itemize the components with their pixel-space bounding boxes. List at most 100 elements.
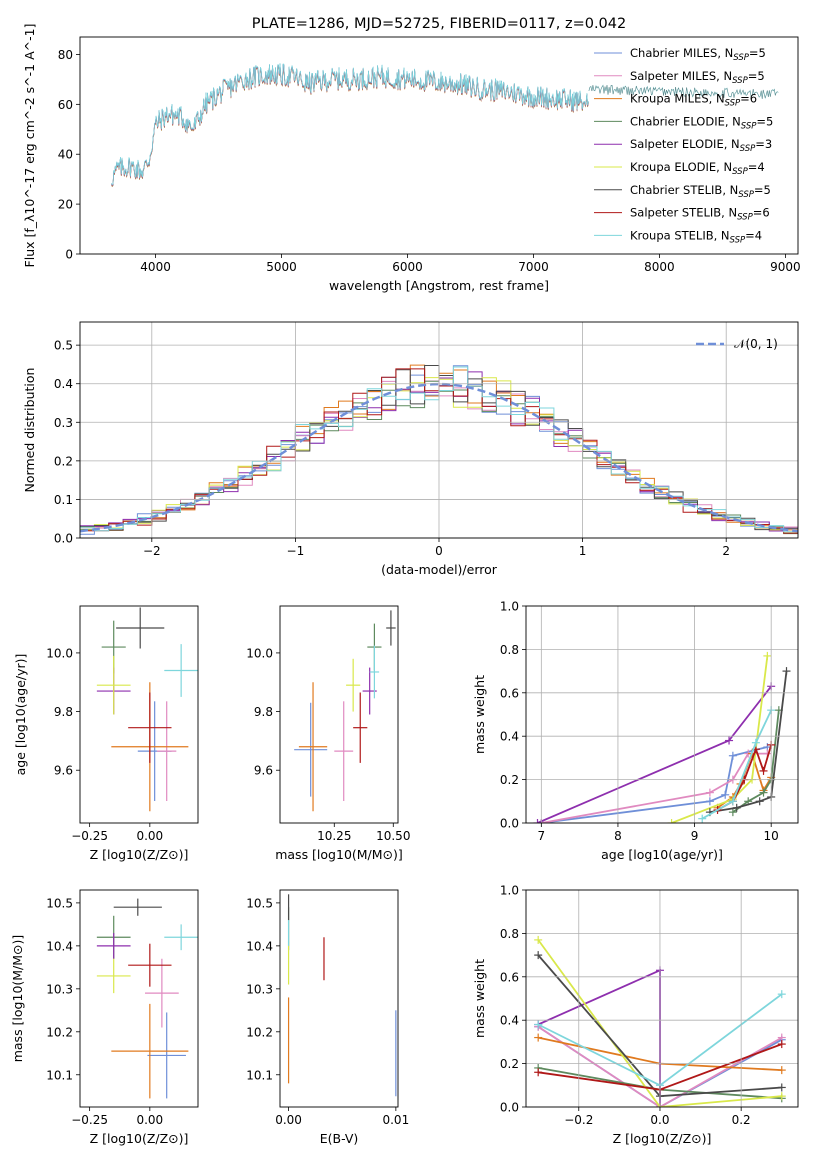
- legend-text-end: =6: [753, 206, 770, 220]
- y-tick-label: 10.3: [46, 982, 73, 996]
- legend-subscript: SSP: [738, 190, 754, 200]
- x-tick-label: 0.2: [732, 1113, 751, 1127]
- x-tick-label: 10: [764, 829, 779, 843]
- panel-weight_vs_age: 7 8 9 10 0.0 0.2 0.4 0.6 0.8 1.0 age [log10(age/yr…: [472, 600, 799, 862]
- legend-text: Salpeter STELIB, N: [630, 206, 737, 220]
- panel-weight_vs_Z: −0.2 0.0 0.2 0.0 0.2 0.4 0.6 0.8 1.0 Z [log10(Z/Z…: [472, 884, 799, 1146]
- x-axis-label: Z [log10(Z/Z⊙)]: [90, 847, 189, 862]
- x-tick-label: 4000: [140, 260, 171, 274]
- legend-text: Salpeter ELODIE, N: [630, 137, 740, 151]
- y-tick-label: 0.6: [500, 686, 519, 700]
- y-tick-label: 0.8: [500, 927, 519, 941]
- legend-label-salpeter_stelib: Salpeter STELIB, NSSP=6: [630, 206, 770, 223]
- y-tick-label: 1.0: [500, 600, 519, 614]
- legend-label-kroupa_elodie: Kroupa ELODIE, NSSP=4: [630, 160, 765, 177]
- y-tick-label: 0.3: [54, 416, 73, 430]
- legend-text-end: =5: [748, 69, 765, 83]
- x-tick-label: 0.00: [136, 1113, 163, 1127]
- plot-area: [533, 651, 791, 823]
- axes-frame: [79, 321, 799, 539]
- x-tick-label: 5000: [266, 260, 297, 274]
- x-tick-label: 0.01: [382, 1113, 409, 1127]
- panel-residuals: −2 −1 0 1 2 0.0 0.1 0.2 0.3 0.4 0.5 (data-model)/er…: [22, 321, 799, 577]
- legend-label-normal: 𝒩(0, 1): [734, 337, 778, 351]
- x-tick-label: 10.25: [317, 829, 351, 843]
- y-tick-label: 10.3: [246, 982, 273, 996]
- spectrum-line-chabrier_stelib-red: [588, 84, 779, 99]
- legend-text-end: =4: [745, 228, 762, 242]
- legend-subscript: SSP: [730, 235, 746, 245]
- legend-text-end: =4: [748, 160, 765, 174]
- legend-text: Kroupa MILES, N: [630, 92, 725, 106]
- y-tick-label: 10.4: [46, 939, 73, 953]
- panel-spectrum: 4000 5000 6000 7000 8000 9000 0 20 40 60 80 wavelen…: [22, 24, 801, 293]
- y-axis-label: age [log10(age/yr)]: [13, 654, 28, 776]
- y-axis-label: Flux [f_λ10^-17 erg cm^-2 s^-1 A^-1]: [22, 24, 37, 268]
- axes-frame: [525, 889, 799, 1108]
- legend-label-salpeter_elodie: Salpeter ELODIE, NSSP=3: [630, 137, 772, 154]
- y-tick-label: 0.2: [54, 454, 73, 468]
- y-tick-label: 10.1: [246, 1068, 273, 1082]
- weight-line-kroupa_stelib: [701, 709, 773, 820]
- legend-label-chabrier_miles: Chabrier MILES, NSSP=5: [630, 46, 766, 63]
- x-axis-label: Z [log10(Z/Z⊙)]: [90, 1131, 189, 1146]
- y-axis-label: mass weight: [472, 675, 487, 754]
- x-tick-label: 7000: [518, 260, 549, 274]
- legend-text: Chabrier ELODIE, N: [630, 114, 741, 128]
- legend-label-chabrier_elodie: Chabrier ELODIE, NSSP=5: [630, 114, 773, 131]
- x-tick-label: 8000: [644, 260, 675, 274]
- y-tick-label: 0.2: [500, 1057, 519, 1071]
- legend-subscript: SSP: [740, 144, 756, 154]
- x-axis-label: mass [log10(M/M⊙)]: [275, 847, 403, 862]
- plot-area: [294, 610, 396, 812]
- legend-label-kroupa_stelib: Kroupa STELIB, NSSP=4: [630, 228, 762, 245]
- y-tick-label: 0.0: [54, 532, 73, 546]
- panel-mass_vs_ebv: 0.00 0.01 10.1 10.2 10.3 10.4 10.5 E(B-V): [246, 889, 409, 1146]
- weight-line-kroupa_elodie: [671, 655, 769, 823]
- legend-label-kroupa_miles: Kroupa MILES, NSSP=6: [630, 92, 757, 109]
- spectrum-line-kroupa_stelib: [111, 63, 589, 186]
- y-tick-label: 40: [58, 148, 73, 162]
- y-axis-label: Normed distribution: [22, 368, 37, 493]
- x-tick-label: 0: [435, 544, 443, 558]
- x-tick-label: 0.00: [275, 1113, 302, 1127]
- y-tick-label: 60: [58, 98, 73, 112]
- y-tick-label: 0.2: [500, 773, 519, 787]
- plot-area: [111, 63, 779, 188]
- y-tick-label: 0.5: [54, 339, 73, 353]
- axes-frame: [279, 605, 399, 824]
- x-tick-label: 1: [579, 544, 587, 558]
- x-tick-label: 0.00: [136, 829, 163, 843]
- legend-subscript: SSP: [732, 76, 748, 86]
- y-tick-label: 0.6: [500, 970, 519, 984]
- legend-text: Kroupa STELIB, N: [630, 228, 730, 242]
- axes-frame: [79, 36, 799, 255]
- y-tick-label: 0.0: [500, 1101, 519, 1115]
- legend-subscript: SSP: [732, 167, 748, 177]
- x-tick-label: −0.2: [564, 1113, 593, 1127]
- y-tick-label: 9.8: [254, 705, 273, 719]
- x-tick-label: 0.0: [650, 1113, 669, 1127]
- axes-frame: [525, 605, 799, 824]
- y-tick-label: 20: [58, 198, 73, 212]
- legend-subscript: SSP: [741, 121, 757, 131]
- x-tick-label: 8: [614, 829, 622, 843]
- y-tick-label: 10.2: [246, 1025, 273, 1039]
- x-tick-label: −1: [287, 544, 305, 558]
- legend-text: Salpeter MILES, N: [630, 69, 732, 83]
- plot-area: [96, 607, 198, 812]
- x-axis-label: wavelength [Angstrom, rest frame]: [329, 278, 549, 293]
- x-tick-label: 7: [538, 829, 546, 843]
- legend-text-end: =5: [756, 114, 773, 128]
- y-tick-label: 0.4: [500, 1014, 519, 1028]
- x-axis-label: (data-model)/error: [381, 562, 498, 577]
- axes-frame: [79, 889, 199, 1108]
- x-tick-label: 10.50: [376, 829, 410, 843]
- y-tick-label: 10.4: [246, 939, 273, 953]
- legend-text-end: =5: [754, 183, 771, 197]
- x-tick-label: −2: [143, 544, 161, 558]
- legend-text-end: =5: [749, 46, 766, 60]
- y-tick-label: 10.1: [46, 1068, 73, 1082]
